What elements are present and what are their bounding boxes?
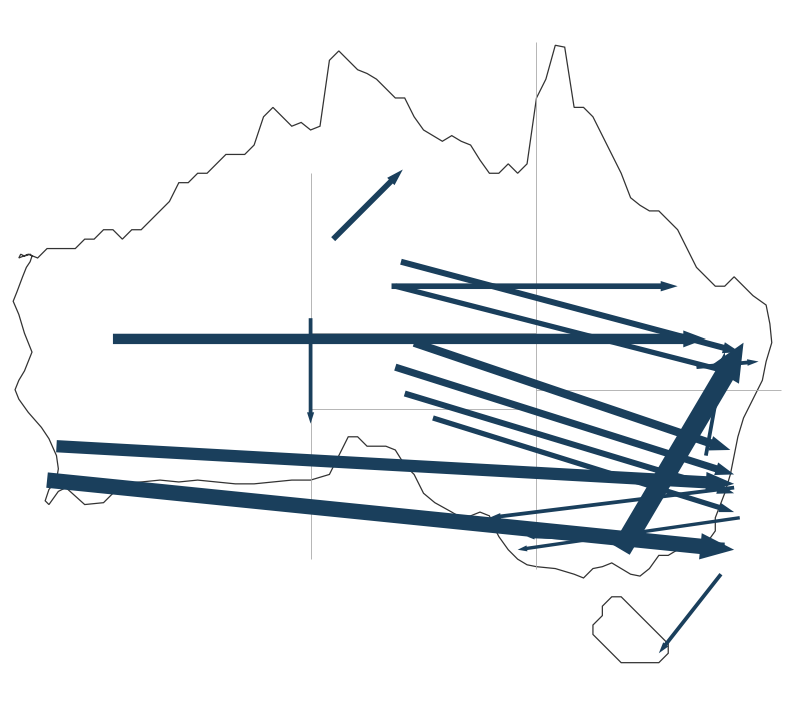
FancyArrow shape	[394, 364, 734, 475]
FancyArrow shape	[490, 486, 734, 520]
FancyArrow shape	[613, 343, 743, 555]
FancyArrow shape	[113, 330, 706, 347]
FancyArrow shape	[659, 573, 722, 654]
FancyArrow shape	[432, 416, 734, 512]
FancyArrow shape	[704, 352, 726, 456]
FancyArrow shape	[391, 281, 678, 291]
FancyArrow shape	[527, 534, 725, 546]
FancyArrow shape	[404, 390, 734, 494]
FancyArrow shape	[331, 169, 403, 241]
FancyArrow shape	[413, 339, 730, 450]
FancyArrow shape	[307, 318, 314, 424]
Polygon shape	[13, 46, 772, 578]
FancyArrow shape	[400, 259, 740, 353]
FancyArrow shape	[46, 472, 734, 560]
FancyArrow shape	[696, 359, 758, 369]
FancyArrow shape	[56, 440, 734, 492]
FancyArrow shape	[518, 516, 740, 552]
Polygon shape	[593, 596, 668, 663]
FancyArrow shape	[394, 283, 740, 376]
